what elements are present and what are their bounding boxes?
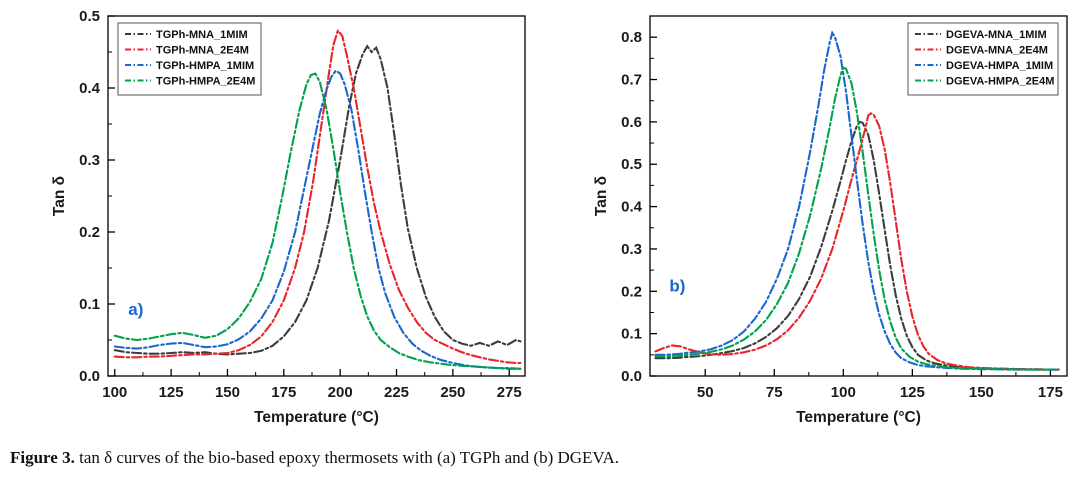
y-tick-label: 0.2 — [621, 283, 642, 300]
x-tick-label: 50 — [697, 384, 714, 401]
y-tick-label: 0.3 — [621, 241, 642, 258]
series-TGPh-MNA_1MIM — [113, 44, 522, 356]
legend-item-label: TGPh-MNA_1MIM — [156, 29, 248, 41]
series-DGEVA-HMPA_2E4M — [654, 66, 1060, 371]
y-tick-label: 0.8 — [621, 29, 642, 46]
y-tick-label: 0.1 — [621, 326, 642, 343]
legend-item-label: TGPh-HMPA_2E4M — [156, 76, 255, 88]
chart-panel-b: 50 75 100 125 150 175 0.0 0.1 0.2 0.3 0.4 0.5 0.6 0.7… — [590, 6, 1080, 434]
x-tick-label: 75 — [766, 384, 783, 401]
series-TGPh-HMPA_1MIM — [113, 69, 522, 370]
y-tick-label: 0.7 — [621, 72, 642, 89]
y-tick-label: 0.3 — [79, 152, 100, 169]
charts-row: 100 125 150 175 200 225 250 275 0.0 0.1 0.2 0.3 0.4 0… — [0, 6, 1080, 434]
y-tick-label: 0.1 — [79, 296, 100, 313]
x-axis-title: Temperature (°C) — [796, 409, 921, 426]
legend-item-label: DGEVA-HMPA_2E4M — [946, 76, 1054, 88]
y-tick-label: 0.5 — [79, 8, 100, 25]
x-tick-label: 250 — [440, 384, 465, 401]
x-tick-label: 150 — [969, 384, 994, 401]
y-axis-title: Tan δ — [51, 176, 68, 216]
x-tick-label: 225 — [384, 384, 409, 401]
figure-caption: Figure 3. tan δ curves of the bio-based … — [10, 448, 1080, 468]
y-tick-label: 0.5 — [621, 156, 642, 173]
x-tick-label: 100 — [102, 384, 127, 401]
x-axis-title: Temperature (°C) — [254, 409, 379, 426]
x-tick-label: 125 — [900, 384, 925, 401]
tan-delta-chart-tgph: 100 125 150 175 200 225 250 275 0.0 0.1 0.2 0.3 0.4 0… — [51, 8, 526, 426]
series-DGEVA-MNA_2E4M — [654, 112, 1060, 371]
x-tick-label: 200 — [328, 384, 353, 401]
legend-item-label: TGPh-MNA_2E4M — [156, 45, 249, 57]
figure-caption-label: Figure 3. — [10, 448, 75, 467]
series-TGPh-HMPA_2E4M — [113, 72, 522, 370]
tan-delta-chart-dgeva: 50 75 100 125 150 175 0.0 0.1 0.2 0.3 0.4 0.5 0.6 0.7… — [593, 15, 1068, 426]
figure-caption-text: tan δ curves of the bio-based epoxy ther… — [79, 448, 620, 467]
y-axis-title: Tan δ — [593, 176, 610, 216]
y-tick-label: 0.4 — [621, 199, 643, 216]
x-tick-label: 175 — [271, 384, 296, 401]
y-tick-label: 0.2 — [79, 224, 100, 241]
panel-label: b) — [669, 276, 685, 295]
chart-panel-a: 100 125 150 175 200 225 250 275 0.0 0.1 0.2 0.3 0.4 0… — [48, 6, 538, 434]
legend-item-label: TGPh-HMPA_1MIM — [156, 60, 254, 72]
y-tick-label: 0.6 — [621, 114, 642, 131]
legend-item-label: DGEVA-HMPA_1MIM — [946, 60, 1053, 72]
x-tick-label: 150 — [215, 384, 240, 401]
x-tick-label: 125 — [159, 384, 184, 401]
panel-label: a) — [128, 300, 143, 319]
x-tick-label: 175 — [1038, 384, 1063, 401]
x-tick-label: 275 — [497, 384, 522, 401]
legend-item-label: DGEVA-MNA_2E4M — [946, 45, 1048, 57]
x-tick-label: 100 — [831, 384, 856, 401]
y-tick-label: 0.0 — [79, 368, 100, 385]
series-TGPh-MNA_2E4M — [113, 28, 522, 365]
y-tick-label: 0.0 — [621, 368, 642, 385]
y-tick-label: 0.4 — [79, 80, 101, 97]
figure-3: 100 125 150 175 200 225 250 275 0.0 0.1 0.2 0.3 0.4 0… — [0, 6, 1080, 468]
legend-item-label: DGEVA-MNA_1MIM — [946, 29, 1047, 41]
plot-border — [649, 15, 1068, 377]
